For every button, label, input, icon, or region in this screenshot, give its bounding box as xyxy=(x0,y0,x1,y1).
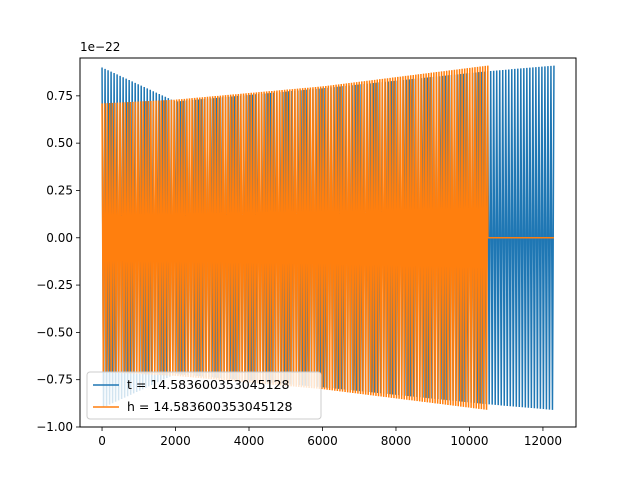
x-axis: 0 2000 4000 6000 8000 10000 12000 xyxy=(98,427,562,448)
legend: t = 14.583600353045128 h = 14.58360035304… xyxy=(86,371,322,420)
x-tick-label: 8000 xyxy=(381,434,412,448)
x-tick-label: 12000 xyxy=(524,434,562,448)
x-tick-label: 6000 xyxy=(307,434,338,448)
x-tick-label: 10000 xyxy=(450,434,488,448)
y-tick-label: −0.25 xyxy=(36,278,73,292)
x-tick-label: 0 xyxy=(98,434,106,448)
y-tick-label: 0.25 xyxy=(46,183,73,197)
legend-box xyxy=(86,371,322,420)
y-axis: −1.00 −0.75 −0.50 −0.25 0.00 0.25 0.50 0.75 xyxy=(36,89,80,434)
legend-label-2: h = 14.583600353045128 xyxy=(127,399,293,414)
y-tick-label: −0.50 xyxy=(36,325,73,339)
legend-label-1: t = 14.583600353045128 xyxy=(127,377,290,392)
x-tick-label: 4000 xyxy=(234,434,265,448)
y-offset-label: 1e−22 xyxy=(80,40,120,54)
y-tick-label: 0.50 xyxy=(46,136,73,150)
y-tick-label: 0.00 xyxy=(46,231,73,245)
axes-frame xyxy=(79,57,577,428)
y-tick-label: −0.75 xyxy=(36,373,73,387)
x-tick-label: 2000 xyxy=(160,434,191,448)
y-tick-label: 0.75 xyxy=(46,89,73,103)
y-tick-label: −1.00 xyxy=(36,420,73,434)
